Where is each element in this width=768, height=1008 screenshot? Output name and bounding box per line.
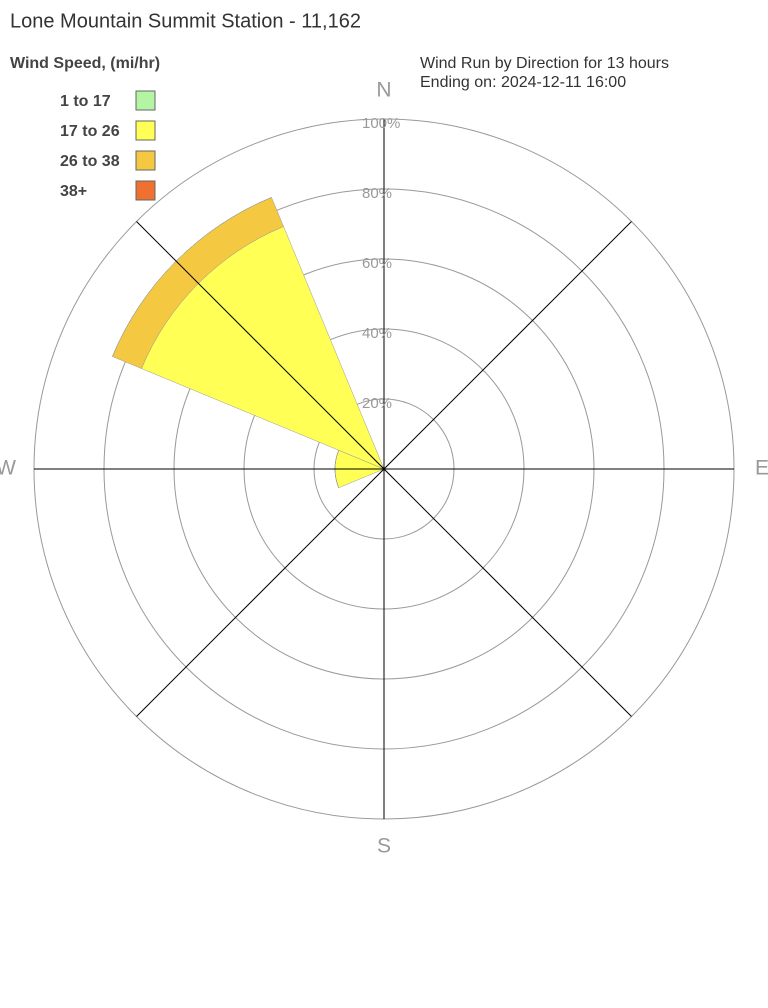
r-tick-label: 100% xyxy=(362,115,400,132)
legend-label: 17 to 26 xyxy=(60,123,120,140)
r-tick-label: 40% xyxy=(362,325,392,342)
direction-label: S xyxy=(377,835,391,858)
direction-label: W xyxy=(0,457,16,480)
subtitle: Wind Run by Direction for 13 hours xyxy=(420,55,669,72)
legend-label: 1 to 17 xyxy=(60,93,111,110)
chart-title: Lone Mountain Summit Station - 11,162 xyxy=(10,10,361,32)
legend-swatch xyxy=(135,180,156,201)
direction-label: E xyxy=(755,457,768,480)
legend-swatch xyxy=(135,90,156,111)
legend-swatch xyxy=(135,150,156,171)
spoke xyxy=(136,221,632,717)
r-tick-label: 80% xyxy=(362,185,392,202)
legend-title: Wind Speed, (mi/hr) xyxy=(10,55,160,72)
subtitle: Ending on: 2024-12-11 16:00 xyxy=(420,74,626,91)
r-tick-label: 60% xyxy=(362,255,392,272)
legend-label: 38+ xyxy=(60,183,87,200)
legend-label: 26 to 38 xyxy=(60,153,120,170)
legend-swatch xyxy=(135,120,156,141)
direction-label: N xyxy=(376,79,391,102)
r-tick-label: 20% xyxy=(362,395,392,412)
